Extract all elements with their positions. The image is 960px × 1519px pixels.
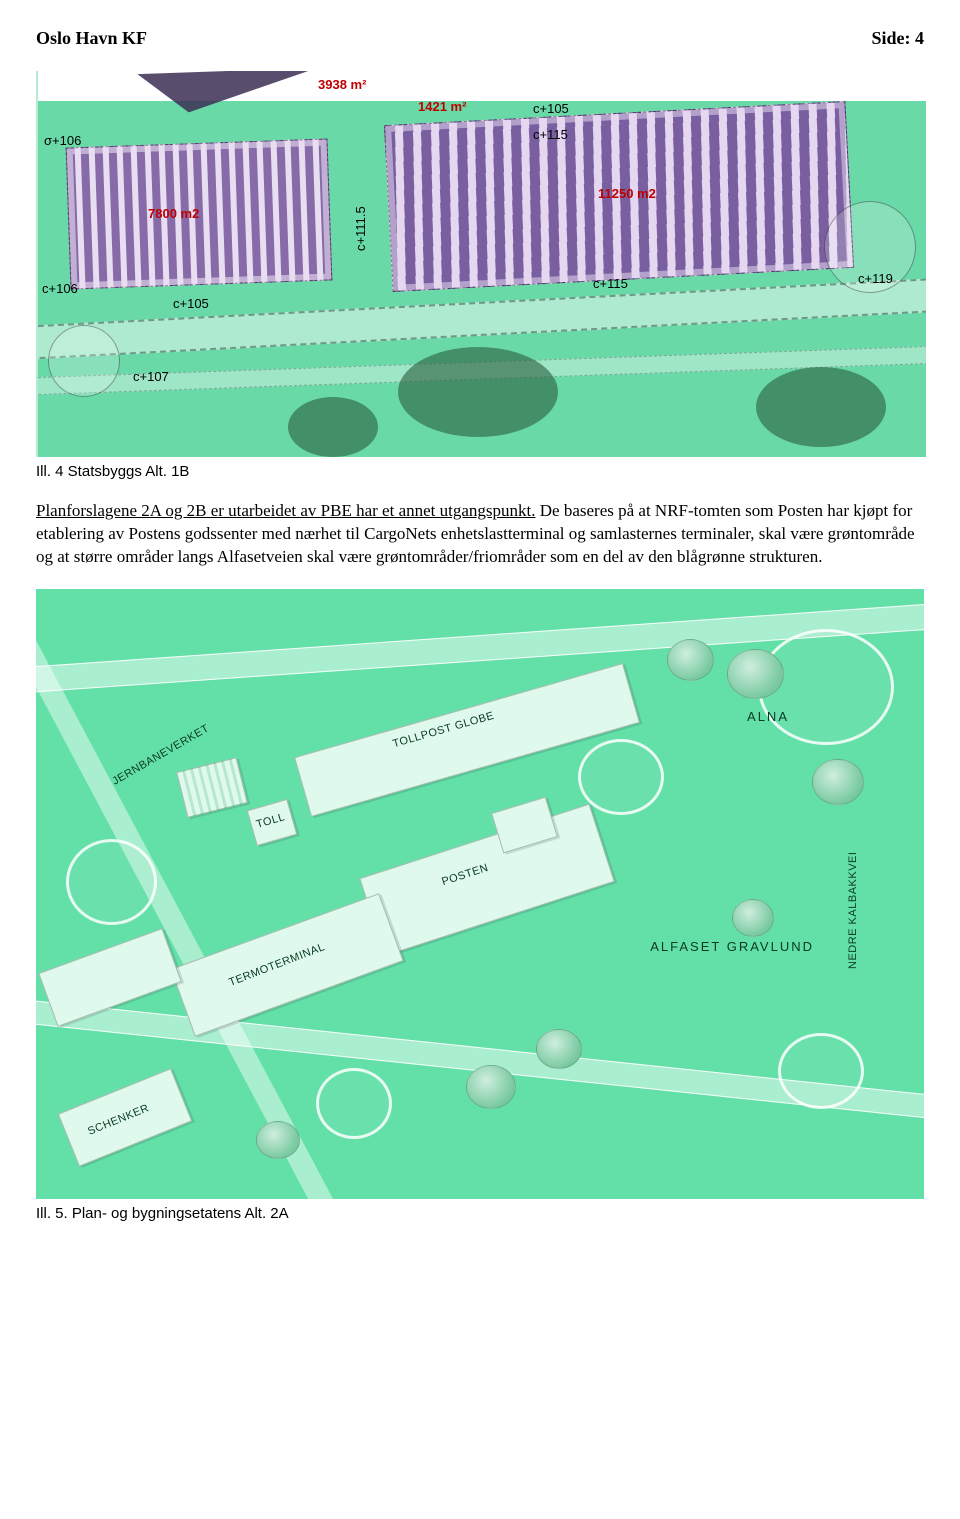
fig1-label-c115a: c+115 — [533, 127, 568, 142]
fig1-label-area-tri: 3938 m² — [318, 77, 366, 92]
fig2-label-alna: ALNA — [747, 709, 789, 724]
figure-1-plan: 3938 m² 1421 m² c+105 c+115 7800 m2 1125… — [36, 71, 926, 457]
fig1-label-c119: c+119 — [858, 271, 893, 286]
fig2-roundabout-4 — [316, 1068, 392, 1139]
paragraph-heading: Planforslagene 2A og 2B er utarbeidet av… — [36, 501, 536, 520]
fig2-tree — [727, 649, 784, 699]
figure-1-caption: Ill. 4 Statsbyggs Alt. 1B — [36, 463, 924, 480]
fig2-tree — [667, 639, 714, 681]
fig1-label-c115b: c+115 — [593, 276, 628, 291]
figure-2-caption: Ill. 5. Plan- og bygningsetatens Alt. 2A — [36, 1205, 924, 1222]
fig1-label-c107: c+107 — [133, 369, 169, 384]
fig2-tree — [466, 1065, 516, 1109]
fig2-building-striped — [176, 757, 248, 818]
fig2-tree — [536, 1029, 582, 1069]
fig1-trees-right — [756, 367, 886, 447]
fig1-label-c105b: c+105 — [173, 296, 209, 311]
body-paragraph: Planforslagene 2A og 2B er utarbeidet av… — [36, 500, 916, 569]
header-right: Side: 4 — [871, 28, 924, 49]
fig2-roundabout-5 — [778, 1033, 864, 1109]
fig1-label-area-left: 7800 m2 — [148, 206, 199, 221]
fig2-label-gravlund: ALFASET GRAVLUND — [650, 939, 814, 954]
fig2-roundabout-3 — [66, 839, 157, 925]
figure-1: 3938 m² 1421 m² c+105 c+115 7800 m2 1125… — [36, 71, 924, 457]
header-left: Oslo Havn KF — [36, 28, 147, 49]
fig1-label-area-right: 11250 m2 — [598, 186, 656, 201]
fig2-tree — [812, 759, 864, 805]
fig1-triangle-roof — [137, 71, 318, 114]
figure-2: TOLLPOST GLOBE POSTEN TERMOTERMINAL TOLL… — [36, 589, 924, 1199]
fig1-label-c106: c+106 — [42, 281, 78, 296]
fig2-tree — [256, 1121, 300, 1159]
fig1-label-c105a: c+105 — [533, 101, 569, 116]
page-header: Oslo Havn KF Side: 4 — [36, 28, 924, 49]
fig1-trees-mid — [398, 347, 558, 437]
fig1-trees-left — [288, 397, 378, 457]
fig2-tree — [732, 899, 774, 937]
fig2-building-posten — [359, 803, 614, 956]
fig1-label-c111v: c+111.5 — [353, 206, 368, 251]
fig1-label-sigma106: σ+106 — [44, 133, 81, 148]
fig2-label-nedre: NEDRE KALBAKKVEI — [847, 851, 859, 968]
figure-2-plan: TOLLPOST GLOBE POSTEN TERMOTERMINAL TOLL… — [36, 589, 924, 1199]
fig1-roundabout-left — [48, 325, 120, 397]
fig1-label-area-mid: 1421 m² — [418, 99, 466, 114]
fig2-roundabout-2 — [578, 739, 664, 815]
